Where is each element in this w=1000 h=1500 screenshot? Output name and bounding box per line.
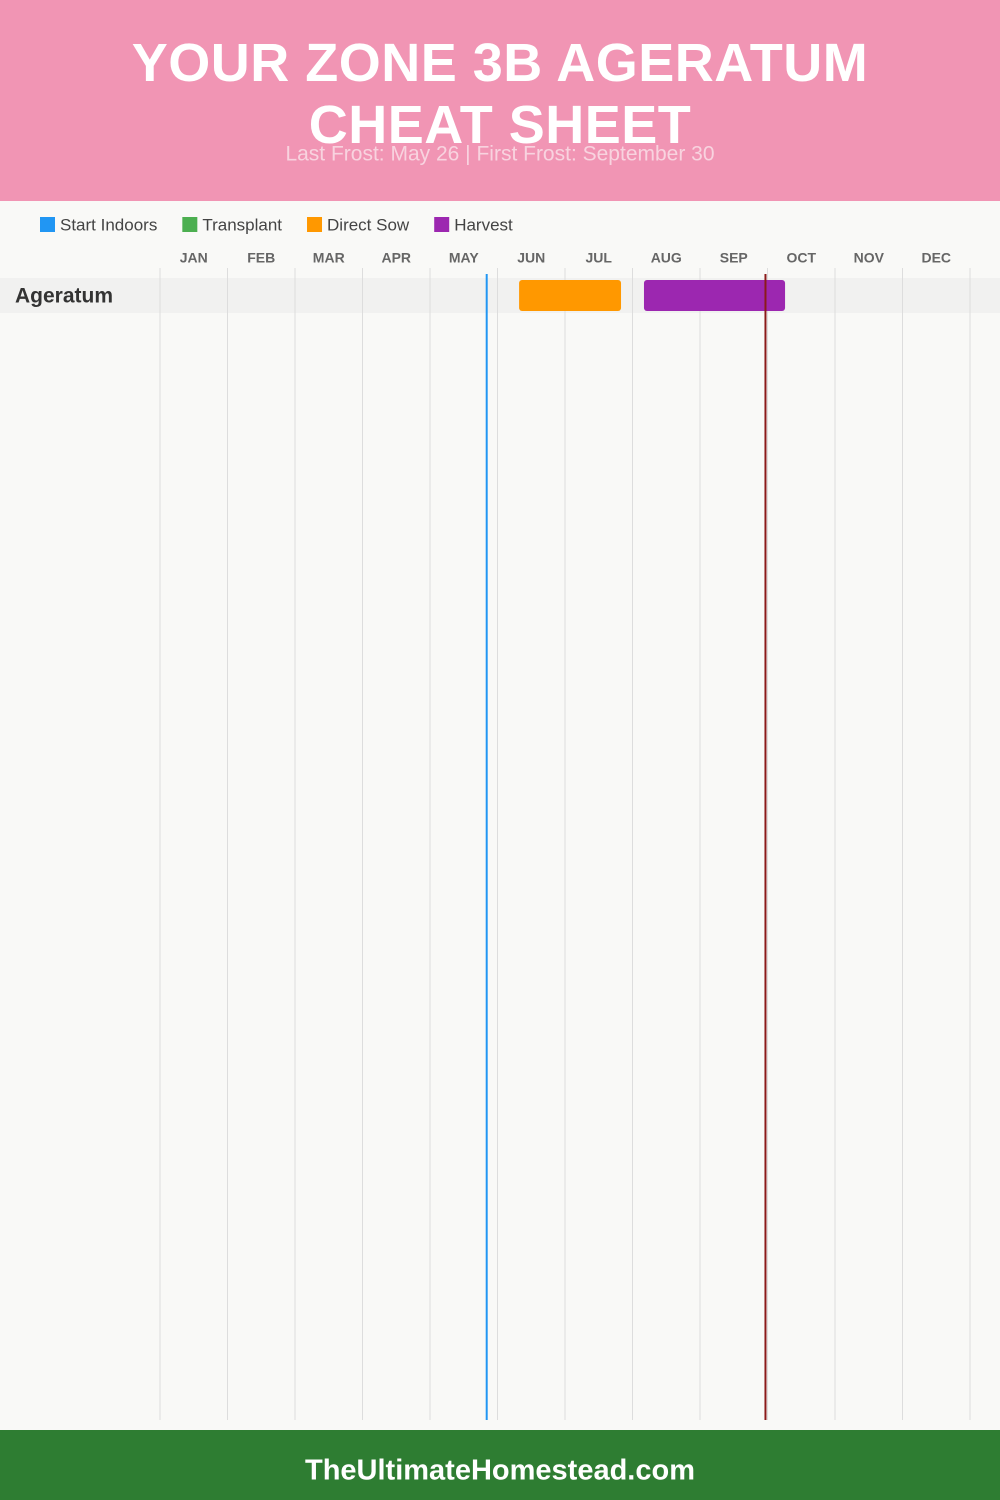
row-background bbox=[0, 278, 1000, 313]
legend-label: Start Indoors bbox=[60, 215, 157, 234]
month-label: MAR bbox=[313, 250, 345, 266]
month-label: FEB bbox=[247, 250, 275, 266]
legend-swatch bbox=[307, 217, 323, 232]
legend-swatch bbox=[434, 217, 450, 232]
legend-label: Transplant bbox=[202, 215, 282, 234]
legend-label: Harvest bbox=[454, 215, 513, 234]
footer bbox=[0, 1430, 1000, 1500]
month-label: MAY bbox=[449, 250, 479, 266]
month-label: DEC bbox=[921, 250, 951, 266]
bar bbox=[643, 280, 786, 311]
month-label: JUL bbox=[586, 250, 613, 266]
month-label: SEP bbox=[720, 250, 748, 266]
footer-text: TheUltimateHomestead.com bbox=[305, 1455, 695, 1487]
legend-swatch bbox=[40, 217, 55, 232]
header bbox=[0, 0, 1000, 201]
month-label: AUG bbox=[651, 250, 682, 266]
bar bbox=[519, 280, 622, 311]
legend-label: Direct Sow bbox=[327, 215, 410, 234]
subtitle: Last Frost: May 26 | First Frost: Septem… bbox=[285, 143, 714, 166]
month-label: OCT bbox=[786, 250, 816, 266]
month-label: JAN bbox=[180, 250, 208, 266]
title: YOUR ZONE 3B AGERATUM CHEAT SHEET bbox=[131, 33, 869, 155]
month-label: NOV bbox=[854, 250, 885, 266]
row-label: Ageratum bbox=[15, 285, 113, 308]
month-label: APR bbox=[381, 250, 411, 266]
legend-swatch bbox=[182, 217, 198, 232]
month-label: JUN bbox=[517, 250, 545, 266]
